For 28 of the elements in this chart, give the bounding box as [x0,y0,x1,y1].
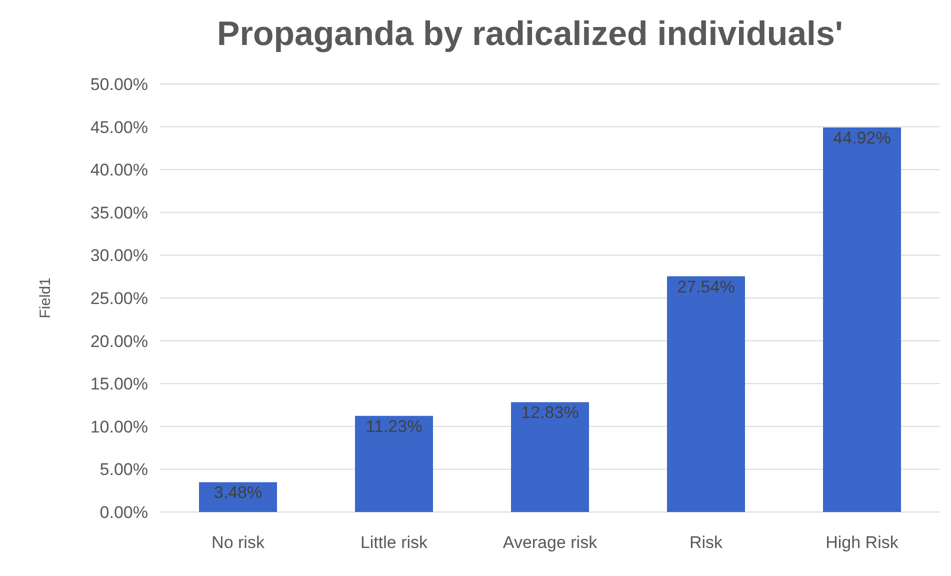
y-tick-label: 0.00% [100,502,148,522]
y-tick-label: 50.00% [90,74,148,94]
x-tick-label: Little risk [360,533,428,552]
y-tick-label: 10.00% [90,417,148,436]
data-label: 44.92% [833,128,891,148]
bar [511,402,589,512]
x-tick-label: High Risk [826,533,899,552]
data-label: 11.23% [366,416,422,436]
bar [355,416,433,512]
chart-title: Propaganda by radicalized individuals' [217,15,843,53]
x-tick-label: Risk [689,533,724,552]
y-tick-label: 5.00% [100,460,148,480]
y-tick-label: 20.00% [90,332,148,351]
x-tick-label: Average risk [502,533,598,552]
bar [667,276,745,512]
y-tick-label: 40.00% [90,160,148,180]
x-tick-label: No risk [212,533,265,552]
data-label: 3.48% [214,483,262,502]
y-tick-label: 25.00% [90,288,148,308]
y-tick-label: 15.00% [90,374,148,394]
y-tick-label: 30.00% [90,246,148,266]
data-label: 27.54% [677,277,735,296]
bar [823,127,901,512]
y-tick-label: 45.00% [90,118,148,137]
y-tick-label: 35.00% [90,203,148,222]
bar [199,482,277,512]
y-axis-title: Field1 [37,278,54,318]
data-label: 12.83% [521,403,579,422]
